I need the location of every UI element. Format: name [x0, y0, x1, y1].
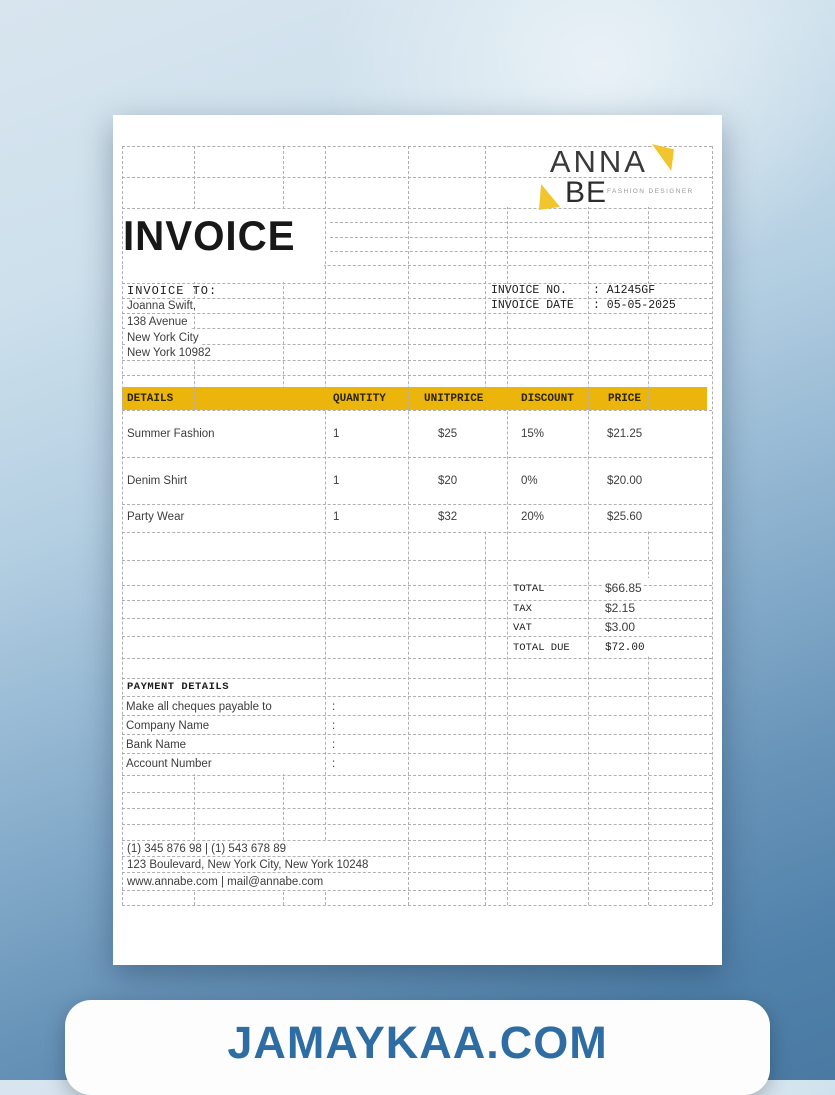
payment-row-label: Make all cheques payable to	[126, 701, 272, 713]
invoice-sheet: ANNA BE FASHION DESIGNER INVOICE INVOICE…	[113, 115, 722, 965]
item-unit: $25	[438, 428, 458, 440]
tax-label: TAX	[513, 603, 532, 615]
watermark-banner: JAMAYKAA.COM	[65, 1000, 770, 1095]
payment-row-label: Company Name	[126, 720, 210, 732]
item-name: Summer Fashion	[127, 428, 215, 440]
invoice-no-value: : A1245GF	[591, 284, 658, 298]
item-price: $20.00	[607, 475, 643, 487]
invoice-no-label: INVOICE NO.	[491, 284, 567, 297]
payment-details-heading: PAYMENT DETAILS	[127, 681, 230, 693]
col-header-details: DETAILS	[127, 393, 174, 405]
col-header-unitprice: UNITPRICE	[424, 393, 484, 405]
bill-to-label: INVOICE TO:	[127, 284, 218, 298]
bill-to-line: New York 10982	[125, 346, 213, 360]
total-due-label: TOTAL DUE	[513, 642, 570, 654]
watermark-text: JAMAYKAA.COM	[227, 1017, 608, 1068]
item-price: $21.25	[607, 428, 643, 440]
total-value: $66.85	[603, 581, 644, 595]
payment-row-sep: :	[332, 701, 336, 713]
tax-value: $2.15	[603, 601, 638, 615]
vat-label: VAT	[513, 622, 532, 634]
payment-row-sep: :	[332, 758, 336, 770]
col-header-discount: DISCOUNT	[521, 393, 574, 405]
total-label: TOTAL	[513, 583, 545, 595]
col-header-price: PRICE	[608, 393, 642, 405]
total-due-value: $72.00	[603, 641, 647, 655]
table-header-bar	[122, 387, 707, 410]
item-discount: 20%	[521, 511, 545, 523]
footer-phone: (1) 345 876 98 | (1) 543 678 89	[125, 842, 288, 856]
item-qty: 1	[333, 511, 340, 523]
payment-row-label: Bank Name	[126, 739, 187, 751]
payment-row-sep: :	[332, 739, 336, 751]
item-discount: 15%	[521, 428, 545, 440]
item-price: $25.60	[607, 511, 643, 523]
item-unit: $20	[438, 475, 458, 487]
item-qty: 1	[333, 475, 340, 487]
invoice-date-label: INVOICE DATE	[491, 299, 574, 312]
item-qty: 1	[333, 428, 340, 440]
item-unit: $32	[438, 511, 458, 523]
bill-to-line: Joanna Swift,	[125, 299, 199, 313]
footer-address: 123 Boulevard, New York City, New York 1…	[125, 858, 371, 872]
bill-to-line: 138 Avenue	[125, 315, 190, 329]
page-title: INVOICE	[123, 212, 296, 259]
invoice-date-value: : 05-05-2025	[591, 299, 678, 313]
bill-to-line: New York City	[125, 331, 201, 345]
payment-row-sep: :	[332, 720, 336, 732]
footer-web: www.annabe.com | mail@annabe.com	[125, 875, 326, 889]
brand-name-line2: BE	[565, 176, 608, 209]
brand-name-line1: ANNA	[549, 144, 648, 179]
item-name: Denim Shirt	[127, 475, 188, 487]
item-discount: 0%	[521, 475, 538, 487]
col-header-quantity: QUANTITY	[333, 393, 386, 405]
brand-tagline: FASHION DESIGNER	[607, 188, 694, 195]
vat-value: $3.00	[603, 620, 638, 634]
payment-row-label: Account Number	[126, 758, 212, 770]
item-name: Party Wear	[127, 511, 185, 523]
